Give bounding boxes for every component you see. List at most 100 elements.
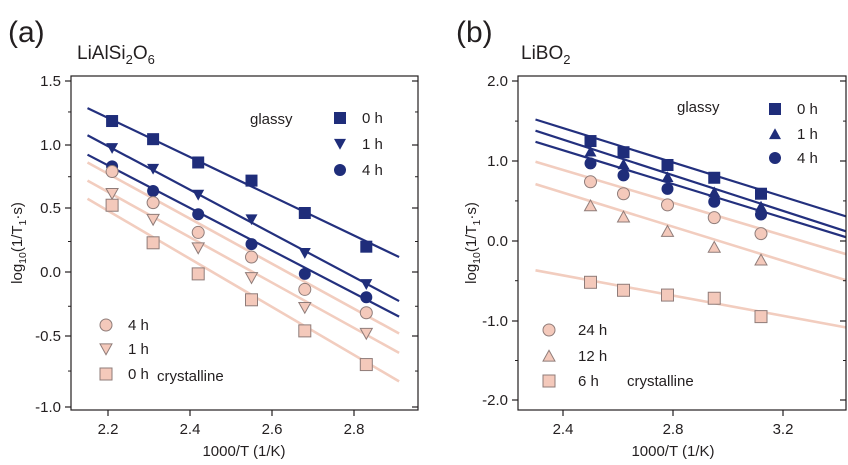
data-point-crystalline-4-0 xyxy=(583,198,598,212)
series-glassy-4h xyxy=(584,157,767,221)
x-tick-label: 2.6 xyxy=(262,421,283,438)
data-point-crystalline-4-3 xyxy=(707,240,722,253)
data-point-crystalline-3-5 xyxy=(359,306,373,320)
series-crystalline-12h xyxy=(583,198,768,266)
glassy-label: glassy xyxy=(677,99,720,116)
data-point-glassy-1-4 xyxy=(755,200,767,212)
data-point-crystalline-3-0 xyxy=(584,175,597,189)
data-point-crystalline-4-2 xyxy=(660,224,675,237)
legend-marker-crystalline xyxy=(542,323,556,337)
data-point-crystalline-3-3 xyxy=(245,250,258,264)
data-point-crystalline-3-2 xyxy=(191,225,205,239)
series-crystalline-0h xyxy=(105,198,373,372)
y-tick-label: 1.0 xyxy=(40,137,61,154)
data-point-crystalline-5-4 xyxy=(298,324,312,338)
fit-line-glassy-0 xyxy=(87,107,400,259)
y-axis-title: log10(1/T1·s) xyxy=(463,202,483,284)
data-point-glassy-2-2 xyxy=(661,182,674,195)
series-crystalline-4h xyxy=(105,165,373,320)
legend-marker-glassy xyxy=(769,152,781,164)
data-point-glassy-2-3 xyxy=(245,238,258,251)
data-point-crystalline-4-2 xyxy=(191,242,206,255)
data-point-crystalline-5-1 xyxy=(146,236,160,250)
data-point-crystalline-5-2 xyxy=(661,288,674,302)
compound-label: LiAlSi2O6 xyxy=(77,43,155,67)
data-point-crystalline-4-4 xyxy=(754,253,768,266)
legend-label-crystalline: 1 h xyxy=(128,341,149,358)
data-point-crystalline-4-4 xyxy=(297,301,312,315)
compound-label: LiBO2 xyxy=(521,43,570,67)
x-tick-label: 3.2 xyxy=(773,421,794,438)
legend-marker-glassy xyxy=(334,138,346,150)
series-crystalline-6h xyxy=(584,275,768,324)
data-point-crystalline-3-1 xyxy=(617,187,630,201)
legend-marker-glassy xyxy=(334,164,346,176)
panel-letter: (a) xyxy=(8,16,45,49)
y-tick-label: -2.0 xyxy=(482,392,508,409)
data-point-crystalline-5-3 xyxy=(245,293,258,307)
data-point-glassy-0-3 xyxy=(708,171,721,184)
legend-label-crystalline: 12 h xyxy=(578,348,607,365)
data-point-glassy-1-1 xyxy=(147,163,160,175)
legend-marker-crystalline xyxy=(542,349,556,362)
series-crystalline-1h xyxy=(105,187,374,341)
data-point-glassy-1-0 xyxy=(106,143,119,154)
fit-line-crystalline-4 xyxy=(535,182,846,282)
legend-label-crystalline: 6 h xyxy=(578,373,599,390)
data-point-glassy-1-0 xyxy=(584,145,597,157)
data-point-glassy-2-1 xyxy=(617,169,630,182)
data-point-glassy-0-3 xyxy=(245,174,258,187)
data-point-glassy-0-0 xyxy=(106,115,119,128)
x-tick-label: 2.4 xyxy=(180,421,201,438)
y-tick-label: 0.0 xyxy=(40,264,61,281)
data-point-crystalline-3-2 xyxy=(661,198,674,212)
fit-line-crystalline-3 xyxy=(535,160,846,256)
x-tick-label: 2.8 xyxy=(663,421,684,438)
data-point-crystalline-3-0 xyxy=(105,165,119,179)
legend-label-glassy: 1 h xyxy=(362,136,383,153)
y-tick-label: 0.5 xyxy=(40,200,61,217)
series-glassy-1h xyxy=(584,145,767,212)
legend-marker-glassy xyxy=(769,128,781,140)
data-point-glassy-0-4 xyxy=(298,207,311,220)
legend-marker-crystalline xyxy=(99,367,113,381)
data-point-crystalline-5-5 xyxy=(359,358,373,372)
legend-marker-glassy xyxy=(334,112,346,124)
legend-label-glassy: 0 h xyxy=(362,110,383,127)
series-glassy-0h xyxy=(584,135,767,200)
data-point-glassy-2-4 xyxy=(755,208,767,221)
data-point-glassy-0-1 xyxy=(617,146,630,159)
y-tick-label: -1.0 xyxy=(482,313,508,330)
series-glassy-0h xyxy=(106,115,373,253)
data-point-crystalline-3-4 xyxy=(298,282,312,296)
data-point-crystalline-5-2 xyxy=(191,267,205,281)
data-point-crystalline-5-3 xyxy=(707,291,721,305)
fit-line-crystalline-4 xyxy=(86,179,400,355)
legend-label-glassy: 4 h xyxy=(797,150,818,167)
series-crystalline-24h xyxy=(584,175,768,241)
data-point-crystalline-3-3 xyxy=(707,211,721,225)
fit-line-crystalline-3 xyxy=(86,161,400,335)
x-tick-label: 2.2 xyxy=(98,421,119,438)
y-axis-title: log10(1/T1·s) xyxy=(9,202,29,284)
panel-letter: (b) xyxy=(456,16,493,49)
panel-a: (a) LiAlSi2O6 2.2 2.4 2.6 2.8 -1.0 -0.5 0.0 0.5 1.… xyxy=(8,16,419,460)
plot-frame xyxy=(70,75,419,411)
crystalline-label: crystalline xyxy=(627,373,694,390)
data-point-glassy-1-3 xyxy=(245,214,258,226)
data-point-crystalline-3-1 xyxy=(146,196,160,210)
fit-line-glassy-2 xyxy=(86,153,400,318)
data-point-crystalline-5-0 xyxy=(105,198,119,212)
data-point-crystalline-5-0 xyxy=(584,275,597,289)
data-point-glassy-2-0 xyxy=(584,157,597,170)
data-point-crystalline-4-3 xyxy=(244,272,259,285)
data-point-crystalline-3-4 xyxy=(754,227,768,241)
legend-label-glassy: 1 h xyxy=(797,126,818,143)
fit-line-glassy-1 xyxy=(535,129,846,233)
legend-label-glassy: 0 h xyxy=(797,101,818,118)
data-point-glassy-1-5 xyxy=(360,279,373,290)
data-point-crystalline-5-1 xyxy=(617,283,630,297)
data-point-glassy-0-4 xyxy=(755,187,767,200)
glassy-label: glassy xyxy=(250,111,293,128)
